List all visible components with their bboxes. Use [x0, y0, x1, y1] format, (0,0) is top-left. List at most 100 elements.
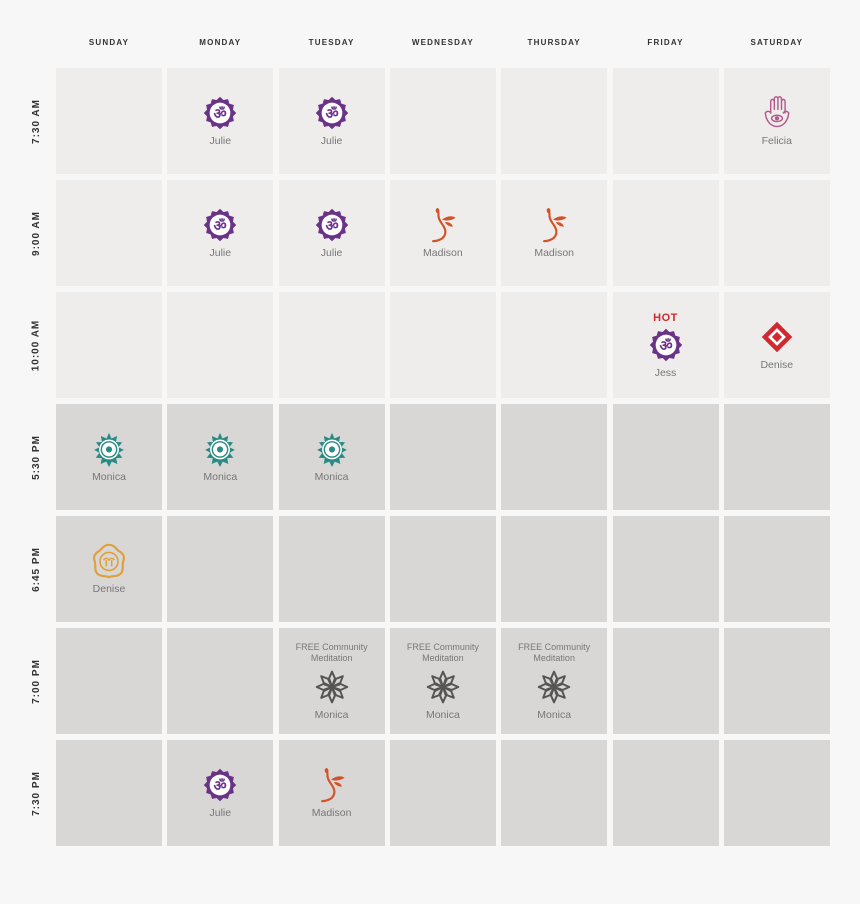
class-entry[interactable]: Denise	[91, 543, 127, 595]
flower-icon	[536, 207, 572, 243]
class-entry[interactable]: ॐ Julie	[202, 207, 238, 259]
time-label: 6:45 PM	[21, 516, 51, 622]
schedule-cell[interactable]: FREE Community Meditation Monica	[501, 628, 608, 734]
class-entry[interactable]: Felicia	[759, 95, 795, 147]
schedule-cell[interactable]: ॐ Julie	[167, 740, 274, 846]
class-entry[interactable]: Monica	[314, 431, 350, 483]
class-entry[interactable]: ॐ Julie	[314, 95, 350, 147]
schedule-cell	[278, 292, 385, 398]
time-label: 9:00 AM	[21, 180, 51, 286]
schedule-cell	[612, 516, 719, 622]
time-label-text: 9:00 AM	[30, 210, 42, 256]
schedule-cell	[167, 516, 274, 622]
schedule-cell[interactable]: Madison	[389, 180, 496, 286]
schedule-cell	[278, 516, 385, 622]
schedule-cell	[723, 740, 830, 846]
schedule-cell	[612, 68, 719, 174]
day-header-friday: FRIDAY	[647, 38, 684, 47]
instructor-name: Madison	[311, 807, 352, 819]
instructor-name: Monica	[92, 471, 126, 483]
schedule-cell[interactable]: Denise	[723, 292, 830, 398]
class-entry[interactable]: Monica	[91, 431, 127, 483]
class-entry[interactable]: Madison	[311, 767, 352, 819]
schedule-cell[interactable]: Felicia	[723, 68, 830, 174]
schedule-cell[interactable]: ॐ Julie	[278, 180, 385, 286]
schedule-cell	[389, 740, 496, 846]
day-header-tuesday: TUESDAY	[308, 38, 355, 47]
lotus-icon	[536, 669, 572, 705]
schedule-cell	[389, 292, 496, 398]
schedule-cell[interactable]: Denise	[56, 516, 162, 622]
class-entry[interactable]: Monica	[202, 431, 238, 483]
instructor-name: Denise	[760, 359, 794, 371]
schedule-cell[interactable]: ॐ Julie	[167, 180, 274, 286]
time-label-text: 7:30 PM	[30, 770, 42, 816]
class-entry[interactable]: ॐ Julie	[202, 767, 238, 819]
svg-text:ॐ: ॐ	[659, 337, 672, 354]
schedule-cell[interactable]: HOT ॐ Jess	[612, 292, 719, 398]
instructor-name: Julie	[209, 247, 232, 259]
class-entry[interactable]: FREE Community Meditation Monica	[290, 642, 374, 721]
class-entry[interactable]: FREE Community Meditation Monica	[401, 642, 485, 721]
schedule-cell	[723, 628, 830, 734]
time-label: 7:30 AM	[21, 68, 51, 174]
schedule-cell[interactable]: Monica	[167, 404, 274, 510]
time-label: 10:00 AM	[21, 292, 51, 398]
flower-icon	[314, 767, 350, 803]
svg-text:ॐ: ॐ	[214, 217, 227, 234]
class-entry[interactable]: Madison	[534, 207, 574, 259]
schedule-cell	[389, 404, 496, 510]
instructor-name: Julie	[320, 247, 343, 259]
om-icon: ॐ	[202, 767, 238, 803]
schedule-cell[interactable]: FREE Community Meditation Monica	[278, 628, 385, 734]
schedule-cell[interactable]: Monica	[56, 404, 162, 510]
instructor-name: Monica	[537, 708, 572, 721]
class-entry[interactable]: Madison	[423, 207, 463, 259]
instructor-name: Monica	[314, 708, 349, 721]
om-icon: ॐ	[202, 95, 238, 131]
instructor-name: Jess	[654, 366, 677, 379]
schedule-cell[interactable]: ॐ Julie	[278, 68, 385, 174]
schedule-cell	[723, 516, 830, 622]
instructor-name: Monica	[425, 708, 460, 721]
instructor-name: Monica	[314, 471, 349, 483]
lotus-icon	[425, 669, 461, 705]
hamsa-icon	[759, 95, 795, 131]
instructor-name: Madison	[534, 247, 575, 259]
svg-text:ॐ: ॐ	[214, 105, 227, 122]
teal-mandala-icon	[202, 431, 238, 467]
class-entry[interactable]: FREE Community Meditation Monica	[512, 642, 596, 721]
schedule-cell	[56, 68, 162, 174]
schedule-cell	[389, 516, 496, 622]
teal-mandala-icon	[91, 431, 127, 467]
instructor-name: Julie	[320, 135, 343, 147]
schedule-cell[interactable]: Madison	[501, 180, 608, 286]
schedule-cell	[56, 628, 162, 734]
class-entry[interactable]: ॐ Julie	[202, 95, 238, 147]
schedule-cell	[389, 68, 496, 174]
svg-text:ॐ: ॐ	[325, 217, 338, 234]
flower-icon	[425, 207, 461, 243]
schedule-cell[interactable]: FREE Community Meditation Monica	[389, 628, 496, 734]
schedule-cell	[501, 740, 608, 846]
schedule-cell	[56, 180, 162, 286]
schedule-cell	[501, 404, 608, 510]
instructor-name: Denise	[92, 583, 126, 595]
schedule-cell[interactable]: Monica	[278, 404, 385, 510]
schedule-cell	[501, 516, 608, 622]
om-icon: ॐ	[648, 327, 684, 363]
svg-text:ॐ: ॐ	[325, 105, 338, 122]
schedule-cell[interactable]: Madison	[278, 740, 385, 846]
om-icon: ॐ	[314, 207, 350, 243]
schedule-cell	[612, 404, 719, 510]
schedule-cell[interactable]: ॐ Julie	[167, 68, 274, 174]
class-entry[interactable]: ॐ Julie	[314, 207, 350, 259]
time-label: 7:30 PM	[21, 740, 51, 846]
schedule-cell	[167, 628, 274, 734]
class-entry[interactable]: Denise	[759, 319, 795, 371]
time-label: 7:00 PM	[21, 628, 51, 734]
class-entry[interactable]: HOT ॐ Jess	[648, 312, 684, 379]
instructor-name: Monica	[203, 471, 238, 483]
schedule-cell	[167, 292, 274, 398]
schedule-cell	[612, 628, 719, 734]
